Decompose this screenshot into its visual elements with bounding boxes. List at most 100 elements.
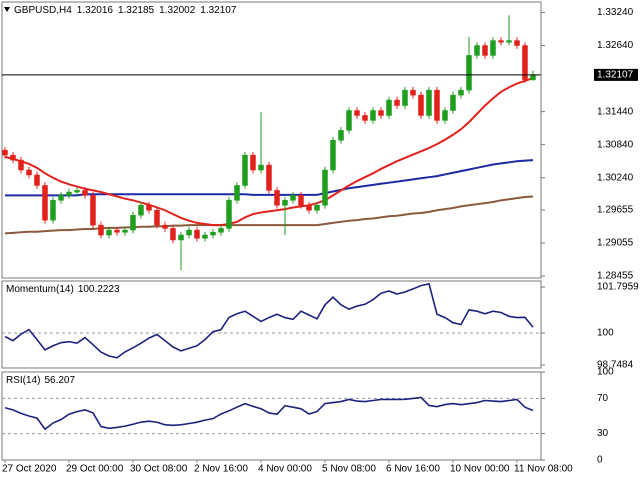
candle-body xyxy=(162,224,168,229)
candle-body xyxy=(226,200,232,229)
candle-body xyxy=(362,115,368,121)
y-tick-label: 1.29055 xyxy=(597,238,634,249)
candle-body xyxy=(234,185,240,201)
header-value: 1.32002 xyxy=(159,5,196,16)
candle-body xyxy=(114,229,120,233)
candle-body xyxy=(490,40,496,56)
candle-body xyxy=(218,228,224,233)
indicator-title: Momentum(14) 100.2223 xyxy=(6,284,120,295)
moving-average xyxy=(4,77,534,227)
candle-body xyxy=(10,154,16,161)
indicator-line xyxy=(4,282,534,359)
candle-body xyxy=(386,99,392,116)
collapse-icon[interactable] xyxy=(4,7,10,12)
candle-body xyxy=(314,205,320,211)
candle-body xyxy=(466,55,472,91)
candle-body xyxy=(338,130,344,141)
candle-body xyxy=(74,190,80,193)
y-tick-label: 1.31440 xyxy=(597,106,634,117)
y-tick-label: 70 xyxy=(597,393,609,404)
candle-body xyxy=(330,140,336,171)
pane-border xyxy=(1,371,542,461)
candle-body xyxy=(474,45,480,56)
candle-body xyxy=(306,205,312,211)
candle-body xyxy=(42,185,48,221)
candle-body xyxy=(66,191,72,196)
candle-body xyxy=(90,195,96,226)
candle-body xyxy=(58,195,64,201)
y-tick-label: 30 xyxy=(597,428,609,439)
candle-body xyxy=(130,214,136,231)
candle-body xyxy=(82,190,88,196)
x-tick-label: 10 Nov 00:00 xyxy=(450,464,510,475)
candle-body xyxy=(194,229,200,239)
candle-body xyxy=(346,110,352,131)
candle-body xyxy=(394,99,400,106)
x-tick-label: 30 Oct 08:00 xyxy=(130,464,188,475)
header-value: 1.32107 xyxy=(200,5,237,16)
candle-body xyxy=(450,94,456,111)
indicator-line xyxy=(4,396,534,431)
candle-body xyxy=(434,89,440,121)
candle-body xyxy=(514,40,520,46)
candle-body xyxy=(146,205,152,211)
header-value: 1.32016 xyxy=(77,5,114,16)
pane-border xyxy=(1,280,542,369)
candle-body xyxy=(290,195,296,201)
candle-body xyxy=(482,45,488,56)
x-tick-label: 11 Nov 08:00 xyxy=(514,464,573,475)
indicator-value: 56.207 xyxy=(44,375,75,386)
indicator-name: RSI(14) xyxy=(6,375,40,386)
candle-body xyxy=(122,229,128,233)
indicator-title: RSI(14) 56.207 xyxy=(6,375,75,386)
candle-body xyxy=(402,89,408,106)
candle-body xyxy=(282,200,288,206)
candle-body xyxy=(2,149,8,156)
y-tick-label: 1.30840 xyxy=(597,139,634,150)
candle-body xyxy=(154,209,160,226)
candle-body xyxy=(266,164,272,191)
candle-body xyxy=(210,232,216,236)
x-tick-label: 6 Nov 16:00 xyxy=(386,464,440,475)
candle-body xyxy=(426,89,432,116)
x-tick-label: 27 Oct 2020 xyxy=(2,464,57,475)
candle-body xyxy=(498,40,504,43)
header-value: GBPUSD,H4 xyxy=(14,5,72,16)
current-price-label: 1.32107 xyxy=(597,70,634,81)
indicator-value: 100.2223 xyxy=(78,284,120,295)
candle-body xyxy=(138,205,144,216)
y-tick-label: 1.30240 xyxy=(597,172,634,183)
candle-body xyxy=(106,229,112,236)
candle-body xyxy=(530,74,536,81)
y-tick-label: 100 xyxy=(597,328,614,339)
candle-body xyxy=(98,224,104,236)
candle-body xyxy=(410,89,416,96)
symbol-header: GBPUSD,H4 1.32016 1.32185 1.32002 1.32107 xyxy=(14,5,237,16)
candle-body xyxy=(258,164,264,171)
candle-body xyxy=(250,154,256,171)
x-tick-label: 5 Nov 08:00 xyxy=(322,464,376,475)
candle-body xyxy=(506,40,512,43)
candle-body xyxy=(458,89,464,96)
candle-body xyxy=(186,229,192,236)
candle-body xyxy=(178,234,184,241)
x-tick-label: 29 Oct 00:00 xyxy=(66,464,124,475)
indicator-name: Momentum(14) xyxy=(6,284,74,295)
candle-body xyxy=(418,94,424,116)
candle-body xyxy=(522,45,528,80)
y-tick-label: 0 xyxy=(597,455,603,466)
candle-body xyxy=(18,159,24,171)
candle-body xyxy=(202,234,208,239)
x-tick-label: 2 Nov 16:00 xyxy=(194,464,248,475)
y-tick-label: 1.29655 xyxy=(597,205,634,216)
y-tick-label: 98.7484 xyxy=(597,360,634,371)
y-tick-label: 100 xyxy=(597,367,614,378)
y-tick-label: 1.32640 xyxy=(597,40,634,51)
pane-border xyxy=(1,1,542,279)
y-tick-label: 1.33240 xyxy=(597,7,634,18)
current-price-box xyxy=(594,68,638,81)
candle-body xyxy=(242,154,248,186)
candle-body xyxy=(26,169,32,176)
